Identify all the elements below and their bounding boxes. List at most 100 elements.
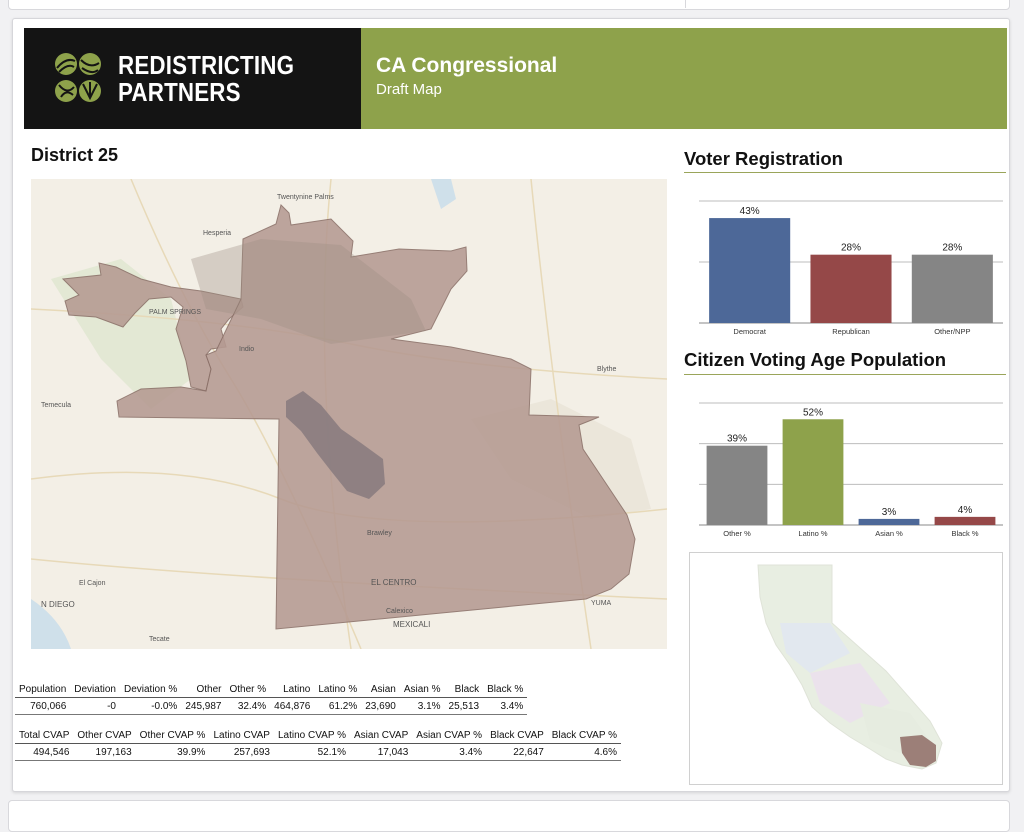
cvap-table-header-3: Latino CVAP <box>209 730 274 744</box>
population-table-cell-0: 760,066 <box>15 697 71 715</box>
cvap-table-header-4: Latino CVAP % <box>273 730 350 744</box>
cvap-table-cell-1: 197,163 <box>73 743 136 761</box>
cvap-table-cell-6: 3.4% <box>412 743 487 761</box>
population-table-cell-5: 464,876 <box>270 697 315 715</box>
voter-registration-chart: 43% Democrat 28% Republican 28% Other/NPP <box>683 179 1005 341</box>
cvap-chart: 39% Other % 52% Latino % 3% Asian % 4% Black % <box>683 381 1005 543</box>
population-table-header-7: Asian <box>361 684 400 698</box>
map-label-temecula: Temecula <box>41 402 71 409</box>
cvap-value-label-2: 3% <box>882 507 897 518</box>
cvap-table-cell-8: 4.6% <box>547 743 622 761</box>
report-subtitle: Draft Map <box>376 81 442 98</box>
population-table-header-10: Black % <box>483 684 528 698</box>
cvap-table: Total CVAP Other CVAP Other CVAP % Latino C… <box>15 730 622 761</box>
population-table-header-9: Black <box>444 684 484 698</box>
cvap-table-header-6: Asian CVAP % <box>412 730 487 744</box>
population-table-header-4: Other % <box>225 684 271 698</box>
voter-registration-value-label-1: 28% <box>841 243 861 254</box>
voter-registration-bar-0 <box>709 218 791 323</box>
population-table-row: 760,066 -0 -0.0% 245,987 32.4% 464,876 61.2% 23… <box>15 697 528 715</box>
next-page-edge <box>8 800 1010 832</box>
population-table-cell-10: 3.4% <box>483 697 528 715</box>
voter-registration-bar-2 <box>911 254 993 323</box>
cvap-table-header-5: Asian CVAP <box>349 730 413 744</box>
logo-line-2: PARTNERS <box>118 77 241 107</box>
cvap-bar-3 <box>934 516 996 525</box>
map-label-twentynine-palms: Twentynine Palms <box>277 194 334 201</box>
voter-registration-category-label-2: Other/NPP <box>934 327 970 336</box>
cvap-category-label-3: Black % <box>951 529 978 538</box>
district-map: PALM SPRINGS Indio Blythe Brawley EL CEN… <box>31 179 667 649</box>
report-page: REDISTRICTING PARTNERS CA Congressional … <box>12 18 1010 792</box>
population-table-header: Population Deviation Deviation % Other Other… <box>15 684 528 698</box>
population-table-header-6: Latino % <box>314 684 362 698</box>
population-table-cell-8: 3.1% <box>399 697 445 715</box>
cvap-title: Citizen Voting Age Population <box>684 349 947 370</box>
cvap-svg: 39% Other % 52% Latino % 3% Asian % 4% Black % <box>699 402 1003 538</box>
cvap-bar-1 <box>782 419 844 525</box>
salton-sea-shape <box>286 391 385 499</box>
map-label-indio: Indio <box>239 346 254 353</box>
cvap-table-cell-0: 494,546 <box>15 743 74 761</box>
population-table-cell-9: 25,513 <box>444 697 484 715</box>
previous-page-divider <box>685 0 686 8</box>
cvap-table-header: Total CVAP Other CVAP Other CVAP % Latino C… <box>15 730 622 744</box>
population-table-header-2: Deviation % <box>119 684 182 698</box>
district-25-main-shape <box>116 204 636 630</box>
population-table: Population Deviation Deviation % Other Other… <box>15 684 528 715</box>
cvap-value-label-1: 52% <box>803 407 823 418</box>
district-title: District 25 <box>31 145 119 165</box>
map-label-yuma: YUMA <box>591 600 612 607</box>
cvap-value-label-0: 39% <box>727 434 747 445</box>
population-table-header-1: Deviation <box>70 684 120 698</box>
map-label-el-centro: EL CENTRO <box>371 578 417 587</box>
logo-wordmark: REDISTRICTING PARTNERS <box>118 52 294 106</box>
cvap-value-label-3: 4% <box>958 505 973 516</box>
cvap-table-cell-5: 17,043 <box>349 743 413 761</box>
map-label-blythe: Blythe <box>597 366 617 373</box>
population-table-cell-4: 32.4% <box>225 697 271 715</box>
cvap-category-label-0: Other % <box>723 529 751 538</box>
previous-page-edge <box>8 0 1010 10</box>
voter-registration-value-label-2: 28% <box>942 243 962 254</box>
map-label-san-diego: N DIEGO <box>41 600 75 609</box>
map-label-palm-springs: PALM SPRINGS <box>149 309 201 316</box>
header-logo-panel: REDISTRICTING PARTNERS <box>24 28 361 129</box>
voter-registration-svg: 43% Democrat 28% Republican 28% Other/NPP <box>699 200 1003 336</box>
map-label-el-cajon: El Cajon <box>79 580 106 587</box>
population-table-cell-3: 245,987 <box>181 697 226 715</box>
california-inset-map <box>689 552 1003 785</box>
cvap-bar-2 <box>858 518 920 525</box>
cvap-table-header-7: Black CVAP <box>486 730 548 744</box>
cvap-table-header-0: Total CVAP <box>15 730 74 744</box>
cvap-rule <box>684 374 1006 375</box>
district-25-inset-highlight <box>900 735 936 767</box>
voter-registration-value-label-0: 43% <box>740 206 760 217</box>
cvap-table-row: 494,546 197,163 39.9% 257,693 52.1% 17,043 3.4… <box>15 743 622 761</box>
map-label-brawley: Brawley <box>367 530 392 537</box>
population-table-cell-6: 61.2% <box>314 697 362 715</box>
cvap-table-header-2: Other CVAP % <box>135 730 210 744</box>
map-label-calexico: Calexico <box>386 608 413 615</box>
map-label-mexicali: MEXICALI <box>393 620 430 629</box>
map-label-hesperia: Hesperia <box>203 230 231 237</box>
cvap-table-cell-7: 22,647 <box>486 743 548 761</box>
voter-registration-category-label-0: Democrat <box>733 327 766 336</box>
cvap-category-label-2: Asian % <box>875 529 903 538</box>
header-title-panel: CA Congressional Draft Map <box>361 28 1007 129</box>
voter-registration-category-label-1: Republican <box>832 327 870 336</box>
voter-registration-title: Voter Registration <box>684 148 843 169</box>
logo-line-1: REDISTRICTING <box>118 50 295 80</box>
cvap-table-cell-2: 39.9% <box>135 743 210 761</box>
population-table-header-5: Latino <box>270 684 315 698</box>
map-label-tecate: Tecate <box>149 636 170 643</box>
cvap-bar-0 <box>706 445 768 525</box>
population-table-cell-2: -0.0% <box>119 697 182 715</box>
cvap-table-header-8: Black CVAP % <box>547 730 622 744</box>
voter-registration-rule <box>684 172 1006 173</box>
cvap-table-cell-4: 52.1% <box>273 743 350 761</box>
population-table-header-3: Other <box>181 684 226 698</box>
population-table-header-0: Population <box>15 684 71 698</box>
voter-registration-bar-1 <box>810 254 892 323</box>
population-table-cell-7: 23,690 <box>361 697 400 715</box>
